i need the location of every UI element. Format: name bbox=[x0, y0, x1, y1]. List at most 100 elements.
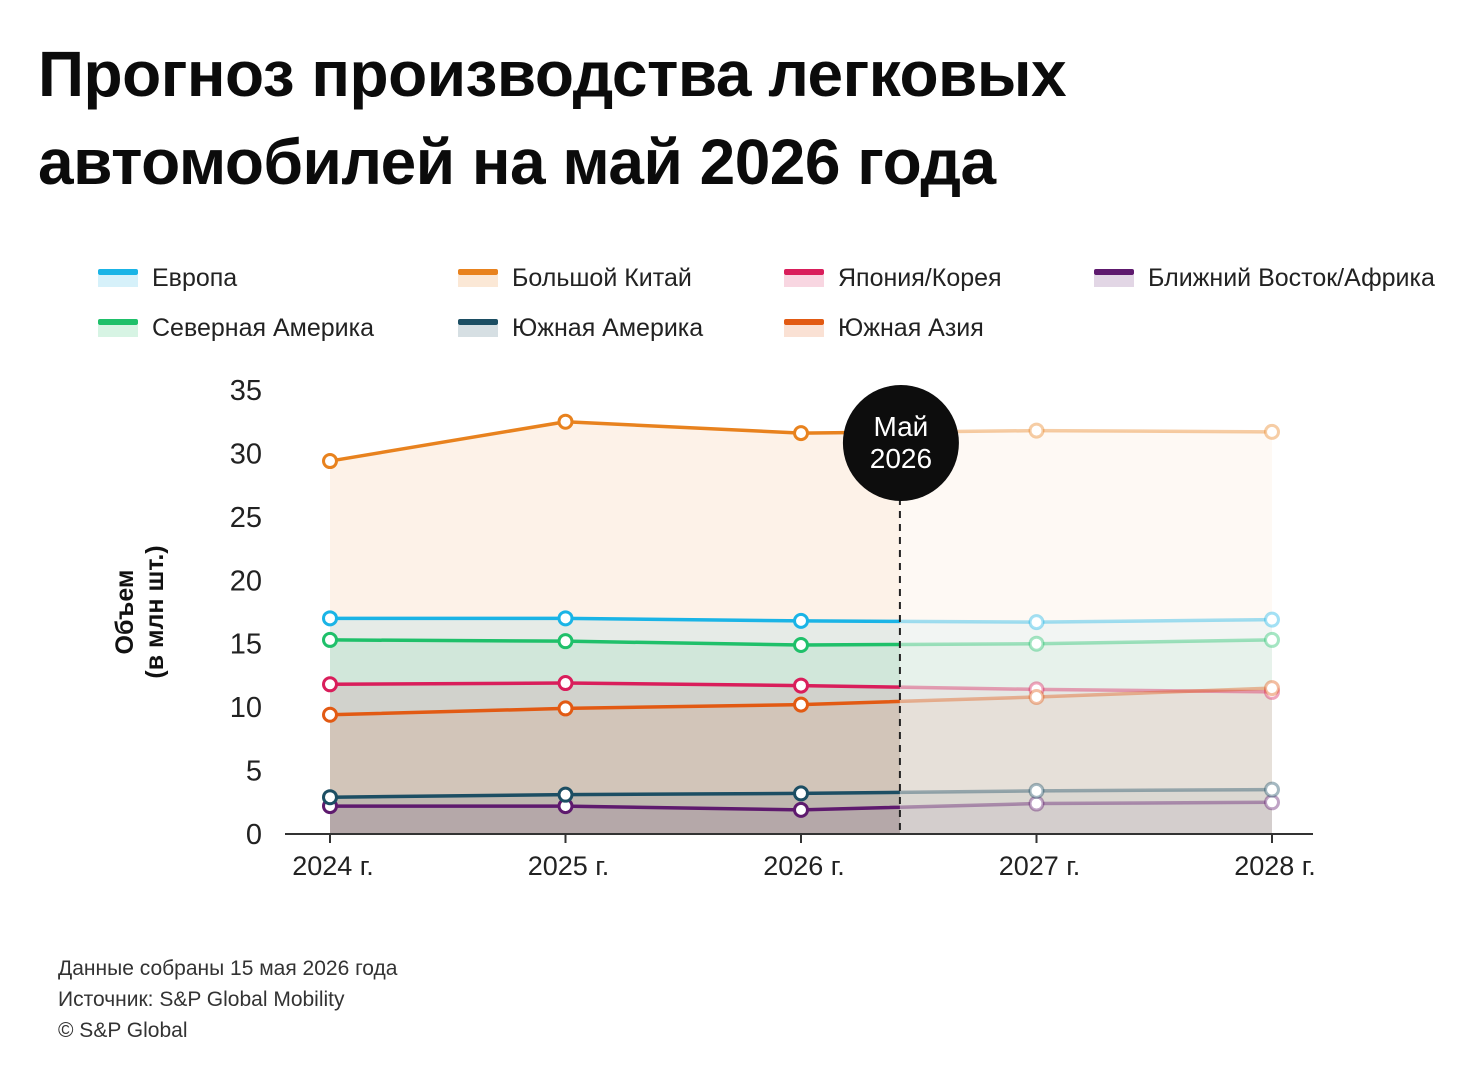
footer-date: Данные собраны 15 мая 2026 года bbox=[58, 957, 398, 980]
series-5-point-3[interactable] bbox=[1028, 782, 1045, 799]
y-tick-label-10: 10 bbox=[230, 692, 262, 724]
series-6-area bbox=[330, 688, 1272, 834]
series-1-point-4[interactable] bbox=[1264, 423, 1280, 440]
footer-source: Источник: S&P Global Mobility bbox=[58, 988, 345, 1011]
legend-label-north-america: Северная Америка bbox=[152, 313, 374, 342]
area-fills bbox=[330, 421, 1272, 834]
series-1-area-actual bbox=[330, 421, 900, 834]
legend-swatch-middle-east-africa bbox=[1094, 269, 1134, 287]
series-6-area-actual bbox=[330, 701, 900, 834]
series-5-point-1[interactable] bbox=[557, 786, 574, 803]
series-0-point-0[interactable] bbox=[322, 610, 338, 627]
series-4-point-3[interactable] bbox=[1028, 635, 1045, 652]
series-0-point-2[interactable] bbox=[793, 612, 809, 629]
series-0-area-forecast bbox=[899, 619, 1272, 834]
y-tick-label-30: 30 bbox=[230, 438, 262, 470]
series-points bbox=[322, 413, 1280, 818]
series-5-point-2[interactable] bbox=[793, 785, 809, 802]
series-0-point-3[interactable] bbox=[1028, 614, 1045, 631]
legend-label-south-asia: Южная Азия bbox=[838, 313, 984, 342]
series-6-point-0[interactable] bbox=[322, 706, 338, 723]
series-4-point-4[interactable] bbox=[1264, 631, 1280, 648]
series-5-area bbox=[330, 789, 1272, 834]
series-0-area bbox=[330, 618, 1272, 834]
series-3-area-forecast bbox=[899, 802, 1272, 834]
legend: Европа Большой Китай Япония/Корея Ближни… bbox=[98, 258, 1458, 358]
legend-item-north-america[interactable]: Северная Америка bbox=[98, 308, 374, 348]
series-1-point-2[interactable] bbox=[793, 425, 809, 442]
series-1-point-1[interactable] bbox=[557, 413, 574, 430]
legend-label-greater-china: Большой Китай bbox=[512, 263, 692, 292]
series-3-point-4[interactable] bbox=[1264, 794, 1280, 811]
series-5-point-0[interactable] bbox=[322, 789, 338, 806]
x-tick-label-3: 2027 г. bbox=[999, 851, 1081, 881]
legend-swatch-japan-korea bbox=[784, 269, 824, 287]
y-tick-label-25: 25 bbox=[230, 502, 262, 534]
series-3-point-3[interactable] bbox=[1028, 795, 1045, 812]
series-2-area-forecast bbox=[899, 687, 1272, 834]
series-0-point-4[interactable] bbox=[1264, 611, 1280, 628]
series-1-point-3[interactable] bbox=[1028, 422, 1045, 439]
series-1-area bbox=[330, 421, 1272, 834]
series-6-point-1[interactable] bbox=[557, 700, 574, 717]
legend-item-japan-korea[interactable]: Япония/Корея bbox=[784, 258, 1002, 298]
footer-notes: Данные собраны 15 мая 2026 года Источник… bbox=[58, 953, 397, 1046]
series-6-point-2[interactable] bbox=[793, 696, 809, 713]
series-3-area-actual bbox=[330, 806, 900, 834]
series-0-point-1[interactable] bbox=[557, 610, 574, 627]
series-4-line-forecast bbox=[899, 638, 1273, 647]
series-3-line-forecast bbox=[899, 800, 1273, 809]
series-1-area-forecast bbox=[899, 430, 1272, 834]
legend-swatch-greater-china bbox=[458, 269, 498, 287]
x-tick-label-2: 2026 г. bbox=[763, 851, 845, 881]
series-4-point-0[interactable] bbox=[322, 631, 338, 648]
series-4-point-2[interactable] bbox=[793, 636, 809, 653]
y-tick-label-15: 15 bbox=[230, 629, 262, 661]
title-line-1: Прогноз производства легковых bbox=[38, 38, 1067, 110]
x-tick-label-4: 2028 г. bbox=[1234, 851, 1316, 881]
legend-item-south-asia[interactable]: Южная Азия bbox=[784, 308, 984, 348]
legend-swatch-south-asia bbox=[784, 319, 824, 337]
forecast-badge bbox=[842, 385, 959, 501]
x-tick-label-1: 2025 г. bbox=[528, 851, 610, 881]
series-6-point-4[interactable] bbox=[1264, 680, 1280, 697]
series-6-point-3[interactable] bbox=[1028, 688, 1045, 705]
axes: 0 5 10 15 20 25 30 35 2024 г. 2025 г. 2026 г. 2027 … bbox=[230, 375, 1316, 881]
series-2-point-0[interactable] bbox=[322, 676, 338, 693]
series-5-area-forecast bbox=[899, 789, 1272, 834]
series-1-line-forecast bbox=[899, 428, 1273, 434]
legend-swatch-north-america bbox=[98, 319, 138, 337]
y-tick-label-20: 20 bbox=[230, 565, 262, 597]
footer-copyright: © S&P Global bbox=[58, 1019, 188, 1042]
legend-item-europe[interactable]: Европа bbox=[98, 258, 237, 298]
series-4-area-actual bbox=[330, 639, 900, 834]
series-2-line-forecast bbox=[899, 685, 1273, 694]
y-tick-label-0: 0 bbox=[246, 819, 262, 851]
y-tick-label-35: 35 bbox=[230, 375, 262, 407]
legend-label-japan-korea: Япония/Корея bbox=[838, 263, 1002, 292]
series-4-point-1[interactable] bbox=[557, 633, 574, 650]
legend-item-middle-east-africa[interactable]: Ближний Восток/Африка bbox=[1094, 258, 1435, 298]
y-tick-label-5: 5 bbox=[246, 756, 262, 788]
legend-label-middle-east-africa: Ближний Восток/Африка bbox=[1148, 263, 1435, 292]
series-0-area-actual bbox=[330, 618, 900, 834]
series-3-point-2[interactable] bbox=[793, 801, 809, 818]
series-1-point-0[interactable] bbox=[322, 453, 338, 470]
forecast-badge-label-0: Май bbox=[873, 411, 928, 442]
title-line-2: автомобилей на май 2026 года bbox=[38, 126, 996, 198]
series-5-point-4[interactable] bbox=[1264, 781, 1280, 798]
series-0-line-forecast bbox=[899, 617, 1273, 624]
forecast-badge-label-1: 2026 bbox=[870, 443, 932, 474]
series-6-line-forecast bbox=[899, 686, 1273, 704]
legend-label-europe: Европа bbox=[152, 263, 238, 292]
legend-label-south-america: Южная Америка bbox=[512, 313, 704, 342]
series-4-area-forecast bbox=[899, 639, 1272, 834]
series-2-point-2[interactable] bbox=[793, 677, 809, 694]
chart-title: Прогноз производства легковых автомобиле… bbox=[38, 30, 1418, 206]
series-2-point-1[interactable] bbox=[557, 675, 574, 692]
legend-item-greater-china[interactable]: Большой Китай bbox=[458, 258, 692, 298]
legend-item-south-america[interactable]: Южная Америка bbox=[458, 308, 703, 348]
series-5-area-actual bbox=[330, 792, 900, 834]
